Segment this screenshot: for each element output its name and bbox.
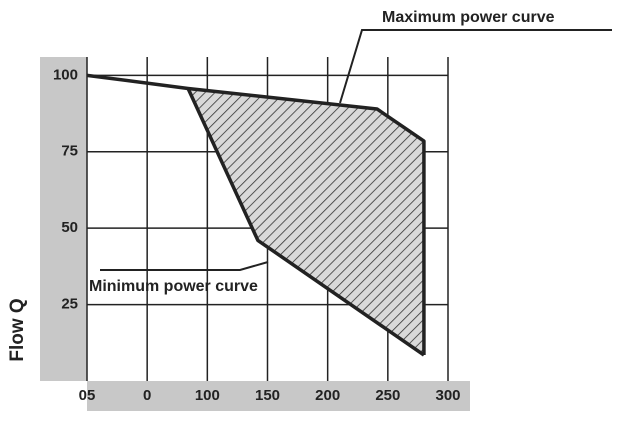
x-tick-label: 200: [315, 387, 340, 404]
curve: [86, 73, 426, 356]
curve: [186, 87, 425, 357]
y-tick-label: 25: [61, 296, 78, 313]
y-axis-band: [40, 57, 87, 381]
x-tick-label: 300: [435, 387, 460, 404]
x-tick-label: 100: [195, 387, 220, 404]
annotation: Minimum power curve: [89, 278, 258, 295]
annotation: Maximum power curve: [382, 9, 555, 26]
leader-line: [100, 261, 269, 271]
x-tick-label: 150: [255, 387, 280, 404]
hatched-area: [87, 75, 424, 356]
plot-area: 05 0 100 150 200 250 300 25 50 75 100: [53, 57, 461, 404]
y-axis-label: Flow Q: [7, 298, 28, 361]
y-tick-label: 50: [61, 219, 78, 236]
y-tick-label: 75: [61, 143, 78, 160]
y-tick-label: 100: [53, 66, 78, 83]
x-tick-label: 05: [79, 387, 96, 404]
leader-line: [339, 29, 612, 104]
x-tick-label: 0: [143, 387, 151, 404]
x-tick-label: 250: [375, 387, 400, 404]
x-axis-band: [87, 381, 470, 411]
